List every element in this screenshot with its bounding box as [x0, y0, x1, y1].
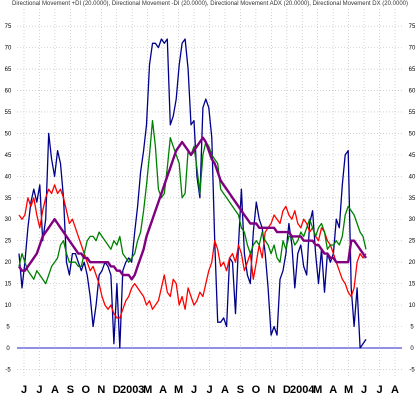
x-tick-label: N [97, 384, 105, 396]
series-line [18, 136, 367, 281]
y-tick-label-left: 0 [6, 346, 10, 352]
y-tick-label-left: 5 [6, 325, 10, 331]
y-tick-label-left: 75 [5, 24, 12, 30]
x-tick-label: M [174, 384, 183, 396]
x-tick-label: 2004 [290, 384, 315, 396]
x-tick-label: S [67, 384, 74, 396]
grid-layer [17, 9, 402, 378]
x-tick-label: A [51, 384, 59, 396]
y-tick-label-right: 70 [409, 46, 416, 52]
y-tick-label-right: 5 [410, 325, 414, 331]
x-tick-label: M [143, 384, 152, 396]
y-tick-label-left: 65 [5, 67, 12, 73]
x-tick-label: D [113, 384, 121, 396]
x-tick-label: J [36, 384, 42, 396]
x-tick-label: M [313, 384, 322, 396]
x-tick-label: A [329, 384, 337, 396]
y-tick-label-left: 55 [5, 110, 12, 116]
y-tick-label-right: 55 [409, 110, 416, 116]
x-tick-label: 2003 [120, 384, 144, 396]
x-tick-label: A [159, 384, 167, 396]
y-tick-label-right: 75 [409, 24, 416, 30]
series-line [18, 119, 367, 285]
y-tick-label-left: 60 [5, 89, 12, 95]
y-tick-label-right: 10 [409, 303, 416, 309]
x-tick-label: N [267, 384, 275, 396]
y-tick-label-right: 20 [409, 260, 416, 266]
y-tick-label-right: 50 [409, 131, 416, 137]
y-tick-label-left: 30 [5, 217, 12, 223]
series-layer [18, 38, 367, 349]
y-tick-label-right: 0 [410, 346, 414, 352]
y-tick-label-left: 25 [5, 239, 12, 245]
series-line [18, 38, 367, 349]
y-tick-label-right: 25 [409, 239, 416, 245]
y-tick-label-right: 40 [409, 174, 416, 180]
chart-title: Directional Movement +DI (20.0000), Dire… [11, 1, 408, 7]
x-tick-label: S [237, 384, 244, 396]
y-tick-label-right: 60 [409, 89, 416, 95]
y-tick-label-right: -5 [409, 367, 415, 373]
y-tick-label-right: 15 [409, 282, 416, 288]
x-tick-label: O [252, 384, 261, 396]
x-tick-label: O [82, 384, 91, 396]
y-tick-label-left: 70 [5, 46, 12, 52]
y-tick-label-left: 15 [5, 282, 12, 288]
y-tick-label-left: 20 [5, 260, 12, 266]
x-tick-label: J [361, 384, 367, 396]
y-tick-label-left: -5 [5, 367, 11, 373]
x-tick-label: A [221, 384, 229, 396]
y-tick-label-right: 65 [409, 67, 416, 73]
y-tick-label-left: 10 [5, 303, 12, 309]
x-tick-label: J [21, 384, 27, 396]
y-tick-label-right: 30 [409, 217, 416, 223]
y-tick-label-left: 50 [5, 131, 12, 137]
y-tick-label-left: 35 [5, 196, 12, 202]
x-tick-label: M [344, 384, 353, 396]
y-tick-label-left: 45 [5, 153, 12, 159]
y-tick-label-right: 45 [409, 153, 416, 159]
y-tick-label-left: 40 [5, 174, 12, 180]
x-tick-label: J [376, 384, 382, 396]
x-tick-label: J [191, 384, 197, 396]
x-tick-label: A [391, 384, 399, 396]
y-tick-label-right: 35 [409, 196, 416, 202]
series-line [18, 184, 367, 319]
x-tick-label: D [283, 384, 291, 396]
x-tick-label: J [206, 384, 212, 396]
